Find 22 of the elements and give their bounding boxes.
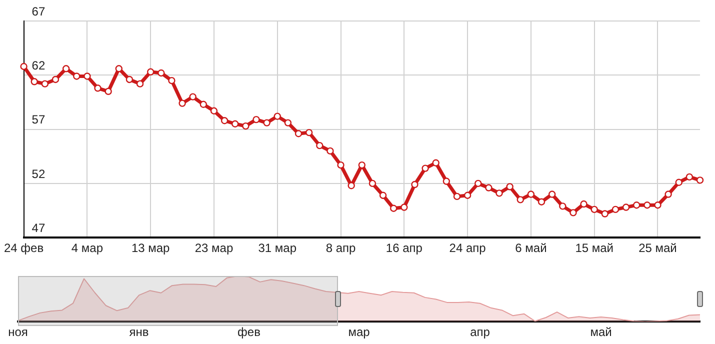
x-tick-label: 23 мар: [194, 241, 234, 256]
y-tick-label: 57: [32, 112, 46, 127]
y-tick-label: 47: [32, 220, 46, 235]
y-tick-label: 62: [32, 58, 46, 72]
x-tick-label: ноя: [8, 325, 28, 340]
x-tick-label: 15 май: [575, 241, 614, 256]
x-tick-label: мар: [348, 325, 370, 340]
x-tick-label: май: [590, 325, 612, 340]
x-tick-label: 4 мар: [71, 241, 104, 256]
x-tick-label: апр: [470, 325, 490, 340]
y-tick-label: 52: [32, 166, 46, 181]
x-tick-label: 25 май: [638, 241, 677, 256]
x-tick-label: 6 май: [515, 241, 547, 256]
x-tick-label: янв: [129, 325, 149, 340]
x-tick-label: 8 апр: [326, 241, 356, 256]
x-tick-label: 31 мар: [258, 241, 297, 256]
y-tick-label: 67: [32, 4, 46, 18]
x-tick-label: 13 мар: [131, 241, 170, 256]
x-tick-label: 24 апр: [449, 241, 486, 256]
x-tick-label: фев: [238, 325, 260, 340]
x-tick-label: 16 апр: [386, 241, 423, 256]
x-tick-label: 24 фев: [4, 241, 44, 256]
